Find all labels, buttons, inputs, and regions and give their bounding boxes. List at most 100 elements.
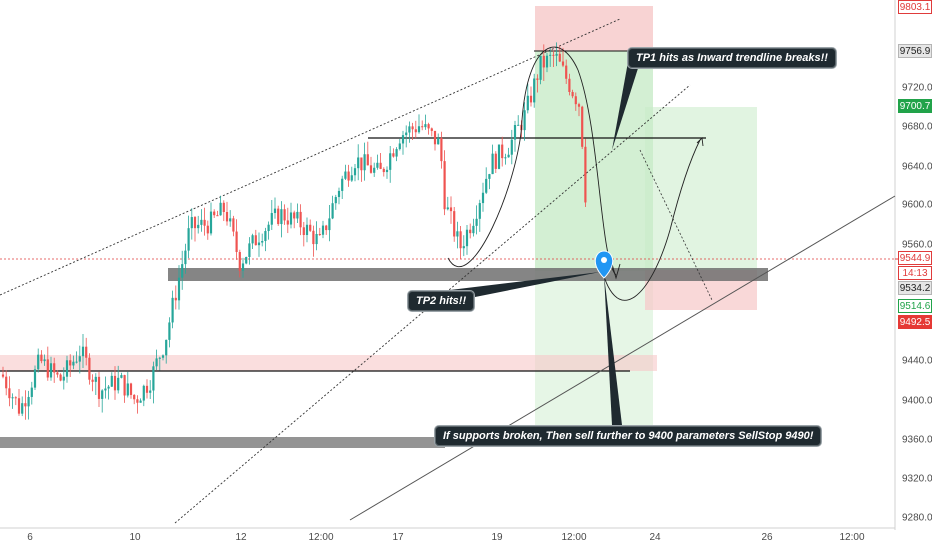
candle-body	[235, 231, 238, 253]
candle-body	[267, 224, 270, 232]
take-profit-zone-1	[535, 51, 653, 271]
candle-body	[197, 224, 200, 229]
candle-body	[475, 218, 478, 226]
candle-body	[110, 375, 113, 387]
price-tag-current: 9544.9	[898, 251, 932, 265]
candle-body	[213, 211, 216, 216]
candle-body	[453, 211, 456, 237]
x-tick-12-00-c: 12:00	[839, 532, 865, 543]
candle-body	[437, 137, 440, 145]
candle-body	[165, 339, 168, 356]
candle-body	[360, 157, 363, 171]
candle-body	[424, 124, 427, 128]
candle-body	[577, 104, 581, 107]
y-tick-9280: 9280.0	[902, 512, 932, 524]
candle-body	[344, 171, 347, 179]
candle-body	[472, 225, 475, 234]
candle-body	[309, 224, 312, 231]
projection-curve-1	[447, 46, 617, 276]
candle-body	[113, 375, 117, 391]
candle-body	[241, 263, 245, 271]
candle-body	[366, 154, 369, 166]
candle-body	[517, 124, 520, 126]
candle-body	[206, 225, 209, 234]
candle-body	[117, 377, 120, 391]
price-tag-9700: 9700.7	[898, 99, 932, 113]
lower-channel-trendline	[349, 195, 896, 521]
candle-body	[11, 397, 14, 399]
candle-body	[209, 211, 213, 234]
candle-body	[187, 228, 190, 251]
candle-body	[328, 218, 331, 231]
candle-body	[181, 264, 184, 278]
candle-body	[56, 372, 59, 375]
callout-tp2-pointer	[450, 272, 600, 300]
candle-body	[283, 209, 286, 221]
callout-support-break: If supports broken, Then sell further to…	[434, 425, 823, 447]
candle-body	[72, 361, 75, 366]
candle-body	[302, 227, 305, 236]
y-tick-9360: 9360.0	[902, 434, 932, 446]
candle-body	[353, 168, 357, 176]
price-tag-9492: 9492.5	[898, 315, 932, 329]
candle-body	[440, 137, 443, 162]
candle-body	[363, 154, 366, 171]
y-tick-9560: 9560.0	[902, 239, 932, 251]
x-tick-10: 10	[129, 532, 141, 543]
candle-body	[277, 208, 280, 225]
candle-body	[24, 403, 27, 407]
candle-body	[296, 211, 299, 219]
candle-body	[321, 225, 325, 235]
candle-body	[558, 53, 561, 62]
candle-body	[405, 132, 408, 136]
candle-body	[465, 229, 469, 247]
candle-body	[373, 167, 376, 173]
callout-tp1: TP1 hits as Inward trendline breaks!!	[627, 47, 837, 69]
candle-body	[107, 386, 110, 389]
candle-body	[85, 346, 88, 358]
candle-body	[254, 235, 257, 246]
candle-body	[59, 374, 62, 381]
candle-body	[350, 175, 353, 181]
candle-body	[184, 250, 187, 265]
stop-loss-zone-1	[535, 6, 653, 51]
candle-body	[62, 376, 65, 381]
candle-body	[14, 397, 17, 399]
candle-body	[510, 139, 513, 155]
price-tag-9514: 9514.6	[898, 299, 932, 313]
candle-body	[293, 212, 296, 219]
candle-body	[513, 124, 517, 140]
candle-body	[81, 346, 85, 357]
candle-body	[133, 394, 136, 400]
candle-body	[222, 202, 225, 213]
resistance-band-lower	[0, 355, 657, 371]
candle-body	[139, 400, 142, 403]
candle-body	[225, 212, 229, 222]
candle-body	[427, 124, 430, 129]
location-marker-icon	[594, 250, 614, 279]
candle-body	[190, 217, 193, 229]
support-zone-upper	[168, 268, 768, 281]
candle-body	[523, 110, 526, 131]
candle-body	[526, 95, 529, 111]
candle-body	[286, 220, 289, 225]
callout-tp2: TP2 hits!!	[407, 290, 476, 312]
candle-body	[443, 161, 446, 210]
candle-body	[491, 153, 494, 175]
price-tag-9756: 9756.9	[898, 44, 932, 58]
candle-body	[456, 231, 459, 237]
candle-body	[305, 224, 309, 236]
candle-body	[37, 354, 40, 370]
x-tick-19: 19	[491, 532, 503, 543]
candle-body	[17, 398, 21, 414]
candle-body	[545, 55, 549, 68]
candle-body	[401, 135, 405, 144]
candle-body	[312, 230, 315, 245]
candle-body	[97, 376, 101, 399]
candle-body	[171, 297, 174, 323]
candle-body	[555, 53, 558, 56]
candle-body	[539, 55, 542, 80]
candle-body	[331, 203, 334, 219]
